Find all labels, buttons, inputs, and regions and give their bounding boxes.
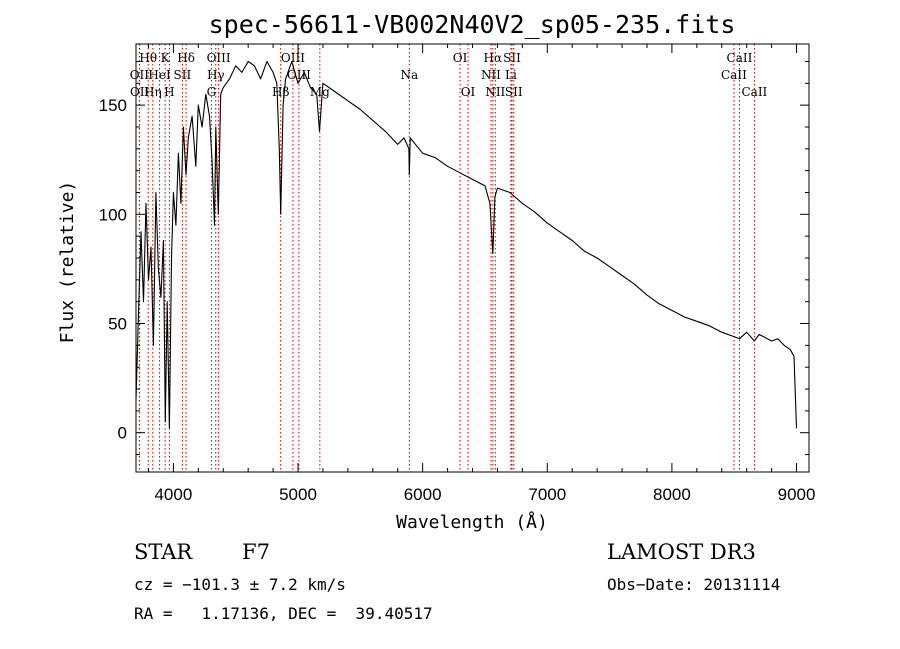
- line-marker-label: CaII: [721, 68, 747, 82]
- line-marker-label: H: [164, 85, 174, 99]
- line-marker-label: NII: [481, 68, 501, 82]
- line-marker-label: G: [207, 85, 217, 99]
- y-tick-label: 100: [99, 205, 127, 224]
- line-marker-label: OII: [130, 68, 150, 82]
- line-marker-label: OI: [453, 51, 468, 65]
- line-marker-label: OIII: [207, 51, 231, 65]
- line-marker-label: Li: [505, 68, 517, 82]
- chart-title: spec-56611-VB002N40V2_sp05-235.fits: [209, 10, 736, 39]
- y-axis-label: Flux (relative): [57, 181, 78, 344]
- line-marker-label: Hβ: [272, 85, 289, 99]
- line-marker-label: Hδ: [177, 51, 195, 65]
- line-marker-label: OII: [130, 85, 150, 99]
- line-marker-label: SII: [503, 51, 521, 65]
- line-marker-label: OIII: [281, 51, 305, 65]
- object-class: STAR: [134, 540, 193, 564]
- line-marker-label: Hη: [144, 85, 162, 99]
- x-tick-label: 6000: [404, 485, 442, 504]
- y-tick-label: 50: [108, 315, 127, 334]
- x-tick-label: 5000: [279, 485, 317, 504]
- x-tick-label: 7000: [528, 485, 566, 504]
- y-tick-label: 150: [99, 96, 127, 115]
- line-marker-label: Hα: [484, 51, 503, 65]
- line-marker-label: Mg: [310, 85, 330, 99]
- x-tick-label: 8000: [653, 485, 691, 504]
- plot-frame: [135, 43, 810, 473]
- line-marker-label: Na: [400, 68, 418, 82]
- obs-date: Obs−Date: 20131114: [607, 575, 781, 594]
- spectrum-line: [135, 60, 798, 429]
- line-marker-label: OI: [461, 85, 476, 99]
- line-marker-label: K: [161, 51, 171, 65]
- line-marker-label: SII: [174, 68, 192, 82]
- line-marker-label: SII: [505, 85, 523, 99]
- ra-dec-coordinates: RA = 1.17136, DEC = 39.40517: [134, 604, 433, 623]
- line-marker-label: OIII: [287, 68, 311, 82]
- line-marker-label: Hγ: [207, 68, 225, 82]
- y-tick-label: 0: [118, 424, 127, 443]
- line-marker-label: NII: [485, 85, 505, 99]
- x-axis-label: Wavelength (Å): [396, 511, 548, 533]
- object-subclass: F7: [242, 540, 270, 564]
- line-marker-label: CaII: [741, 85, 767, 99]
- line-marker-label: Hθ: [139, 51, 157, 65]
- line-marker-label: CaII: [727, 51, 753, 65]
- redshift-cz: cz = −101.3 ± 7.2 km/s: [134, 575, 346, 594]
- x-tick-label: 9000: [778, 485, 816, 504]
- x-tick-label: 4000: [154, 485, 192, 504]
- survey-name: LAMOST DR3: [607, 540, 756, 564]
- line-marker-label: HeI: [148, 68, 171, 82]
